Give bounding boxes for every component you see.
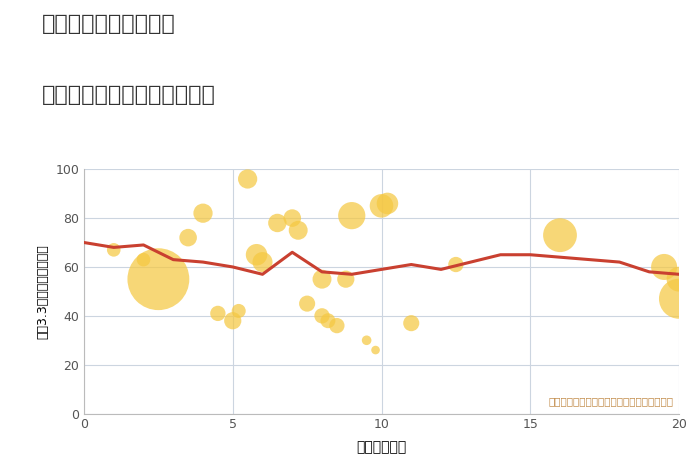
Point [316, 275, 328, 283]
Text: 三重県松阪市茅原町の: 三重県松阪市茅原町の [42, 14, 176, 34]
Point [257, 258, 268, 266]
Point [138, 256, 149, 263]
Point [108, 246, 119, 254]
Point [183, 234, 194, 242]
Point [361, 337, 372, 344]
Point [197, 210, 209, 217]
Point [673, 275, 685, 283]
Point [272, 219, 283, 227]
Y-axis label: 坪（3.3㎡）単価（万円）: 坪（3.3㎡）単価（万円） [36, 244, 50, 339]
Point [287, 214, 298, 222]
Point [406, 320, 417, 327]
Point [153, 275, 164, 283]
Text: 駅距離別中古マンション価格: 駅距離別中古マンション価格 [42, 85, 216, 105]
Point [316, 312, 328, 320]
Point [376, 202, 387, 210]
Point [340, 275, 351, 283]
Point [293, 227, 304, 234]
Text: 円の大きさは、取引のあった物件面積を示す: 円の大きさは、取引のあった物件面積を示す [548, 396, 673, 406]
Point [370, 346, 381, 354]
Point [233, 307, 244, 315]
Point [346, 212, 357, 219]
Point [322, 317, 333, 324]
X-axis label: 駅距離（分）: 駅距離（分） [356, 440, 407, 454]
Point [554, 231, 566, 239]
Point [251, 251, 262, 258]
Point [302, 300, 313, 307]
Point [659, 263, 670, 271]
Point [450, 261, 461, 268]
Point [331, 322, 342, 329]
Point [242, 175, 253, 183]
Point [227, 317, 238, 324]
Point [673, 295, 685, 303]
Point [382, 200, 393, 207]
Point [212, 310, 223, 317]
